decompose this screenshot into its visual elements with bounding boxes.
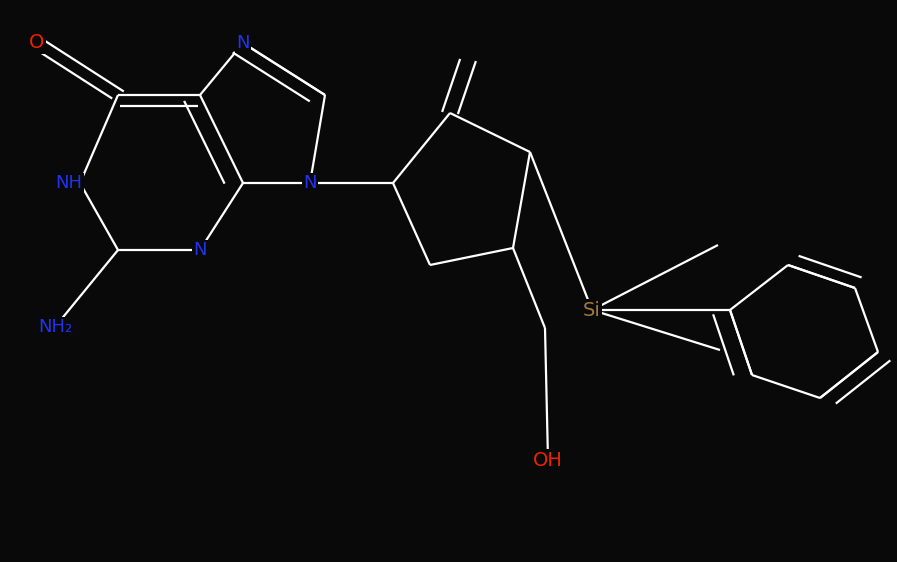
Text: N: N	[193, 241, 206, 259]
Text: O: O	[30, 34, 45, 52]
Text: N: N	[303, 174, 317, 192]
Text: NH₂: NH₂	[38, 318, 72, 336]
Text: Si: Si	[583, 301, 601, 320]
Text: N: N	[236, 34, 249, 52]
Text: OH: OH	[533, 451, 563, 469]
Text: NH: NH	[56, 174, 83, 192]
